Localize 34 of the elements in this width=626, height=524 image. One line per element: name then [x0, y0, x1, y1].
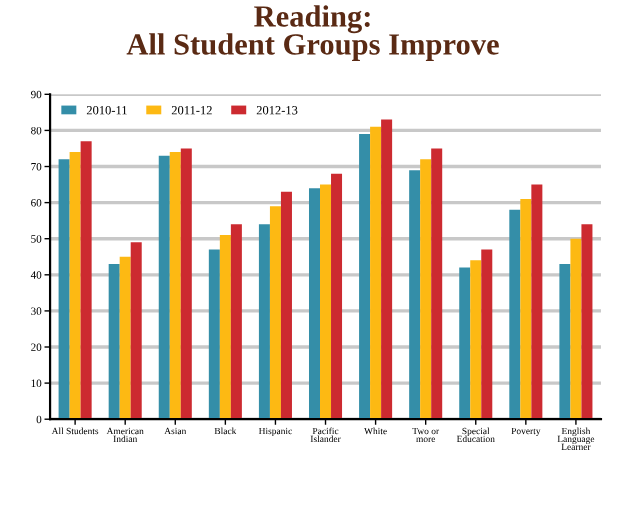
bar: [308, 188, 321, 420]
bar: [119, 256, 131, 420]
chart-title: Reading: All Student Groups Improve: [126, 5, 499, 61]
bar: [581, 224, 593, 420]
bar: [130, 242, 142, 420]
bar: [381, 119, 393, 420]
bar: [69, 152, 81, 420]
bar: [531, 184, 543, 420]
bar: [370, 126, 382, 420]
bar: [559, 263, 571, 420]
bar: [180, 148, 192, 420]
bar: [481, 249, 493, 420]
bar: [520, 199, 532, 420]
bar: [230, 224, 242, 420]
bar: [58, 159, 70, 420]
bar: [219, 235, 231, 420]
bar: [158, 155, 170, 420]
bar: [331, 173, 343, 420]
bar: [258, 224, 270, 420]
bar: [280, 191, 292, 420]
bar: [169, 152, 181, 420]
bar: [431, 148, 443, 420]
bar: [108, 263, 120, 420]
bar: [320, 184, 332, 420]
bar: [269, 206, 281, 420]
bar: [208, 249, 220, 420]
bar: [570, 238, 582, 420]
bar: [509, 209, 521, 420]
bar: [80, 141, 92, 420]
bar: [409, 170, 421, 420]
bar: [359, 134, 371, 420]
bar: [459, 267, 471, 420]
bar: [420, 159, 432, 420]
bar: [470, 260, 482, 420]
